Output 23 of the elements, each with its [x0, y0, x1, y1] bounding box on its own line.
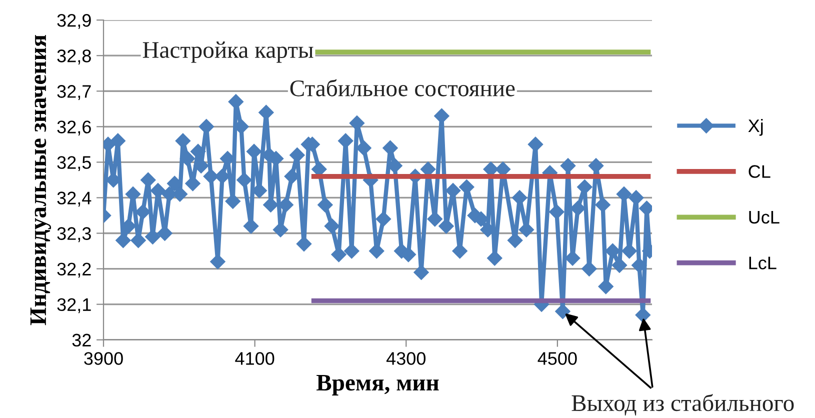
- annotation: Настройка карты: [142, 42, 314, 63]
- y-tick-label: 32,3: [57, 227, 91, 242]
- y-tick-label: 32,2: [57, 262, 91, 278]
- x-axis-title: Время, мин: [316, 374, 439, 396]
- y-tick-label: 32,5: [57, 156, 91, 172]
- y-tick-label: 32,7: [57, 85, 91, 100]
- y-axis-title: Индивидуальные значения: [30, 34, 52, 326]
- x-tick-label: 3900: [84, 352, 123, 365]
- x-tick-label: 4500: [538, 352, 577, 365]
- y-tick-label: 32,8: [57, 50, 91, 64]
- legend-label: Xj: [748, 118, 763, 136]
- y-tick-label: 32,9: [57, 14, 91, 29]
- annotation: Стабильное состояние: [290, 79, 515, 96]
- x-tick-label: 4300: [386, 352, 426, 365]
- y-tick-label: 32,6: [57, 120, 91, 136]
- legend-label: CL: [748, 165, 770, 178]
- legend-label: LcL: [749, 256, 776, 270]
- y-tick-label: 32,1: [57, 298, 91, 314]
- y-tick-label: 32: [72, 334, 91, 347]
- x-tick-label: 4100: [235, 352, 274, 365]
- y-tick-label: 32,4: [57, 192, 92, 207]
- annotation: Выход из стабильного: [572, 394, 794, 416]
- legend-label: UcL: [749, 211, 780, 224]
